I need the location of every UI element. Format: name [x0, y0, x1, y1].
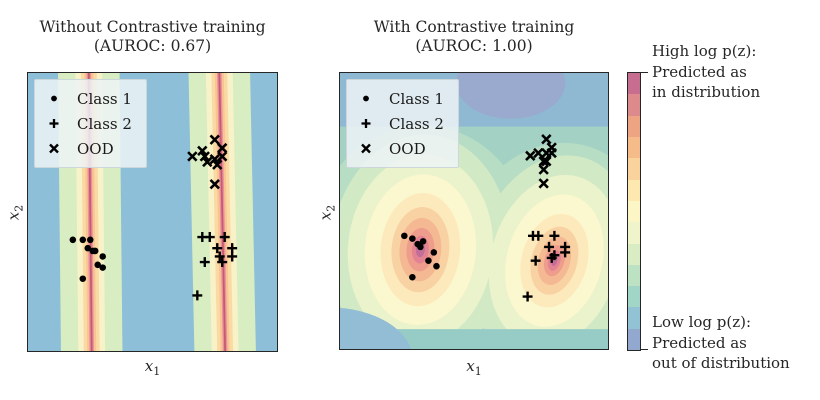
ood-points: [187, 134, 228, 190]
colorbar-segment: [628, 200, 640, 223]
legend-item-class1: Class 1: [358, 86, 444, 111]
legend-item-class2: Class 2: [358, 111, 444, 136]
legend-label-class2: Class 2: [77, 114, 132, 133]
left-plot: Class 1 Class 2 OOD: [27, 72, 278, 352]
right-xlabel: x1: [466, 357, 482, 378]
colorbar-segment: [628, 136, 640, 159]
colorbar: [627, 72, 641, 351]
colorbar-segment: [628, 264, 640, 287]
left-title-line2: (AUROC: 0.67): [93, 37, 212, 55]
colorbar-segment: [628, 286, 640, 308]
class1-points: [401, 232, 440, 281]
right-legend: Class 1 Class 2 OOD: [346, 79, 459, 168]
legend-label-class1: Class 1: [77, 89, 132, 108]
legend-item-ood: OOD: [46, 136, 132, 161]
class2-points: [522, 230, 571, 302]
x-marker-icon: [49, 143, 59, 154]
x-marker-icon: [361, 143, 371, 154]
legend-label-ood: OOD: [77, 139, 114, 158]
legend-label-class1: Class 1: [389, 89, 444, 108]
left-title-line1: Without Contrastive training: [39, 18, 266, 36]
right-title-line1: With Contrastive training: [373, 18, 575, 36]
dot-marker-icon: [363, 95, 369, 102]
plus-marker-icon: [49, 119, 59, 128]
legend-item-class2: Class 2: [46, 111, 132, 136]
left-ylabel: x2: [4, 204, 26, 221]
right-plot: Class 1 Class 2 OOD: [339, 72, 609, 350]
right-ylabel: x2: [316, 204, 338, 221]
colorbar-top-tick: [641, 71, 648, 74]
legend-label-ood: OOD: [389, 139, 426, 158]
colorbar-segment: [628, 307, 640, 329]
low-density-dip: [456, 73, 566, 119]
right-panel-title: With Contrastive training (AUROC: 1.00): [339, 18, 609, 56]
class1-points: [69, 236, 106, 282]
colorbar-bottom-tick: [641, 348, 648, 351]
left-panel-title: Without Contrastive training (AUROC: 0.6…: [27, 18, 278, 56]
legend-item-class1: Class 1: [46, 86, 132, 111]
colorbar-segment: [628, 94, 640, 116]
colorbar-segment: [628, 179, 640, 201]
left-xlabel: x1: [144, 357, 161, 378]
density-ridge: [188, 73, 257, 351]
colorbar-high-label: High log p(z): Predicted as in distribut…: [652, 42, 761, 101]
colorbar-segment: [628, 115, 640, 137]
colorbar-low-label: Low log p(z): Predicted as out of distri…: [652, 313, 790, 372]
right-title-line2: (AUROC: 1.00): [415, 37, 533, 55]
colorbar-segment: [628, 243, 640, 265]
left-legend: Class 1 Class 2 OOD: [34, 79, 147, 168]
legend-label-class2: Class 2: [389, 114, 444, 133]
colorbar-segment: [628, 328, 640, 351]
right-contour-plot: [340, 73, 608, 349]
class2-points: [192, 232, 238, 301]
colorbar-segment: [628, 73, 640, 95]
plus-marker-icon: [361, 119, 371, 128]
dot-marker-icon: [51, 95, 57, 102]
ood-points: [525, 134, 557, 189]
legend-item-ood: OOD: [358, 136, 444, 161]
colorbar-segment: [628, 222, 640, 244]
colorbar-segment: [628, 158, 640, 180]
